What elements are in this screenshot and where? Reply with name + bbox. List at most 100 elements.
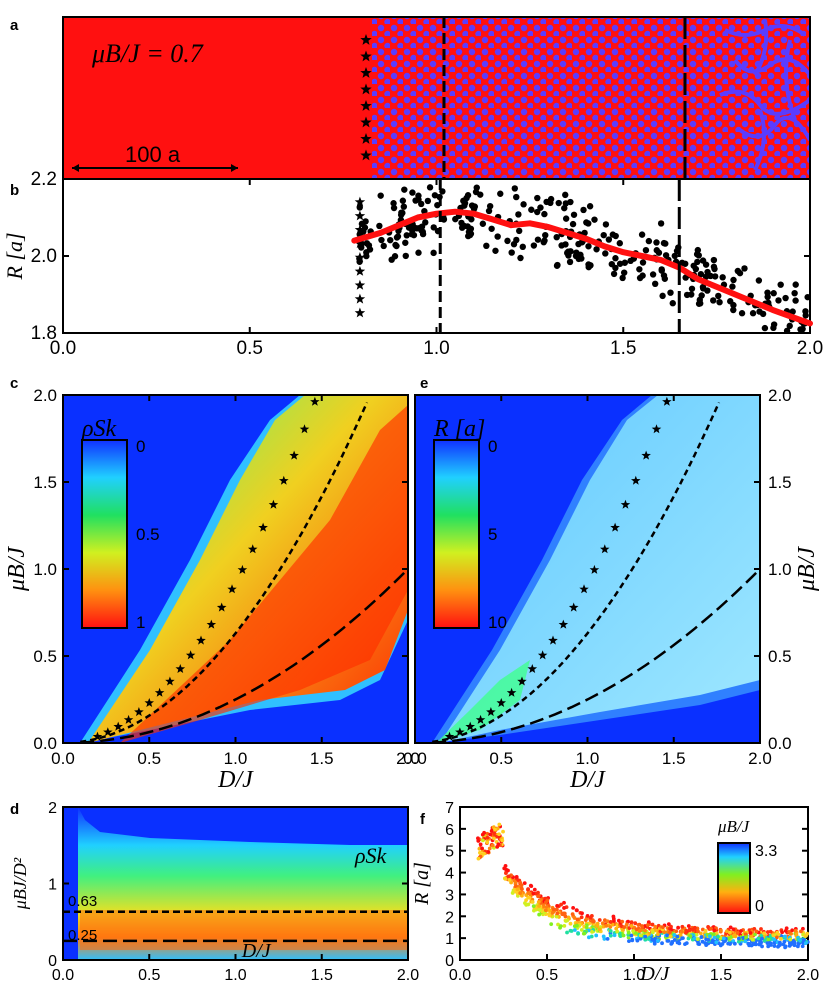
b-point-172 — [608, 260, 616, 268]
f-point-743 — [597, 918, 602, 922]
b-point-317 — [699, 283, 707, 291]
c-star-10 — [196, 635, 206, 645]
b-point-92 — [789, 308, 796, 315]
star-a-7 — [360, 149, 372, 161]
b-point-204 — [409, 227, 416, 234]
b-point-54 — [409, 189, 416, 196]
star-a-0 — [360, 34, 372, 45]
b-point-63 — [555, 199, 562, 207]
f-point-595 — [746, 941, 751, 946]
b-point-295 — [690, 262, 697, 269]
b-point-288 — [738, 310, 746, 317]
b-star-8 — [354, 307, 366, 318]
e-ylabel: μB/J — [794, 546, 820, 592]
b-point-112 — [430, 249, 437, 257]
b-point-188 — [642, 246, 650, 254]
f-ytick-label-0: 0 — [445, 953, 454, 970]
f-point-599 — [510, 891, 515, 895]
f-point-797 — [629, 933, 634, 938]
b-point-179 — [430, 224, 437, 231]
b-point-248 — [569, 220, 577, 228]
f-point-543 — [526, 902, 531, 907]
b-xtick-label-4: 2.0 — [797, 338, 823, 359]
b-point-218 — [399, 209, 406, 217]
b-point-297 — [602, 221, 610, 228]
b-point-2 — [390, 200, 397, 207]
f-point-734 — [724, 929, 729, 934]
b-point-7 — [377, 192, 384, 199]
f-point-859 — [536, 890, 540, 895]
f-point-801 — [731, 927, 736, 932]
b-point-324 — [363, 240, 371, 247]
f-point-176 — [562, 906, 566, 910]
b-point-322 — [620, 269, 628, 276]
f-point-860 — [791, 939, 796, 943]
e-star-12 — [568, 602, 579, 612]
f-point-768 — [676, 925, 681, 930]
f-point-398 — [563, 914, 568, 919]
f-point-766 — [783, 944, 788, 949]
f-point-503 — [608, 933, 613, 938]
panel-c: ρSk 0 0.5 1 0.0 0.5 1.0 1.5 2.0 0.0 0.5 1.0 1.5 2… — [4, 386, 420, 793]
f-point-888 — [670, 939, 675, 944]
e-star-2 — [465, 721, 475, 731]
b-point-315 — [528, 206, 535, 213]
c-xtick-label-2: 1.0 — [224, 749, 248, 768]
f-point-755 — [736, 936, 741, 941]
f-point-255 — [611, 914, 616, 919]
f-point-627 — [754, 929, 759, 934]
scale-bar-label: 100 a — [125, 142, 181, 167]
f-xtick-label-3: 1.5 — [710, 967, 732, 984]
f-point-783 — [506, 868, 510, 873]
f-point-565 — [504, 871, 508, 876]
c-star-20 — [299, 424, 310, 434]
f-point-223 — [562, 924, 567, 928]
b-point-256 — [586, 203, 594, 210]
b-point-319 — [415, 196, 422, 203]
panel-label-e: e — [420, 375, 428, 392]
e-star-16 — [610, 522, 620, 532]
f-point-847 — [754, 942, 758, 947]
f-point-821 — [728, 942, 732, 946]
f-point-896 — [731, 933, 736, 938]
f-point-678 — [718, 928, 723, 933]
f-point-827 — [766, 937, 771, 942]
f-point-894 — [722, 939, 727, 944]
f-point-881 — [672, 933, 677, 937]
f-point-236 — [626, 919, 631, 924]
stripe-domain-region — [719, 19, 810, 171]
f-point-747 — [558, 925, 562, 930]
f-point-649 — [759, 927, 763, 931]
e-star-21 — [662, 396, 672, 406]
b-point-321 — [729, 283, 736, 290]
f-point-730 — [783, 934, 787, 939]
f-point-796 — [790, 928, 795, 933]
b-point-255 — [513, 236, 520, 244]
f-point-786 — [684, 941, 689, 946]
b-point-19 — [541, 210, 548, 218]
f-point-808 — [793, 928, 798, 933]
colorbar-e-tick-0: 0 — [488, 437, 497, 456]
b-point-47 — [688, 285, 696, 292]
b-point-232 — [636, 266, 643, 273]
f-point-789 — [608, 920, 613, 924]
f-point-535 — [767, 940, 771, 945]
b-point-292 — [513, 193, 520, 201]
b-point-214 — [616, 240, 623, 247]
b-point-65 — [802, 312, 809, 319]
f-point-295 — [555, 904, 560, 908]
c-star-13 — [227, 584, 237, 594]
f-point-831 — [545, 898, 550, 903]
f-point-643 — [653, 936, 658, 941]
f-xtick-label-1: 0.5 — [536, 967, 558, 984]
colorbar-f-label: μB/J — [717, 817, 751, 836]
b-point-116 — [639, 259, 647, 266]
f-point-564 — [537, 912, 542, 917]
f-point-826 — [757, 942, 762, 947]
e-xtick-label-4: 2.0 — [748, 749, 772, 768]
b-point-325 — [591, 216, 598, 223]
b-point-313 — [653, 247, 660, 254]
f-point-670 — [497, 832, 501, 837]
f-point-455 — [700, 939, 705, 944]
